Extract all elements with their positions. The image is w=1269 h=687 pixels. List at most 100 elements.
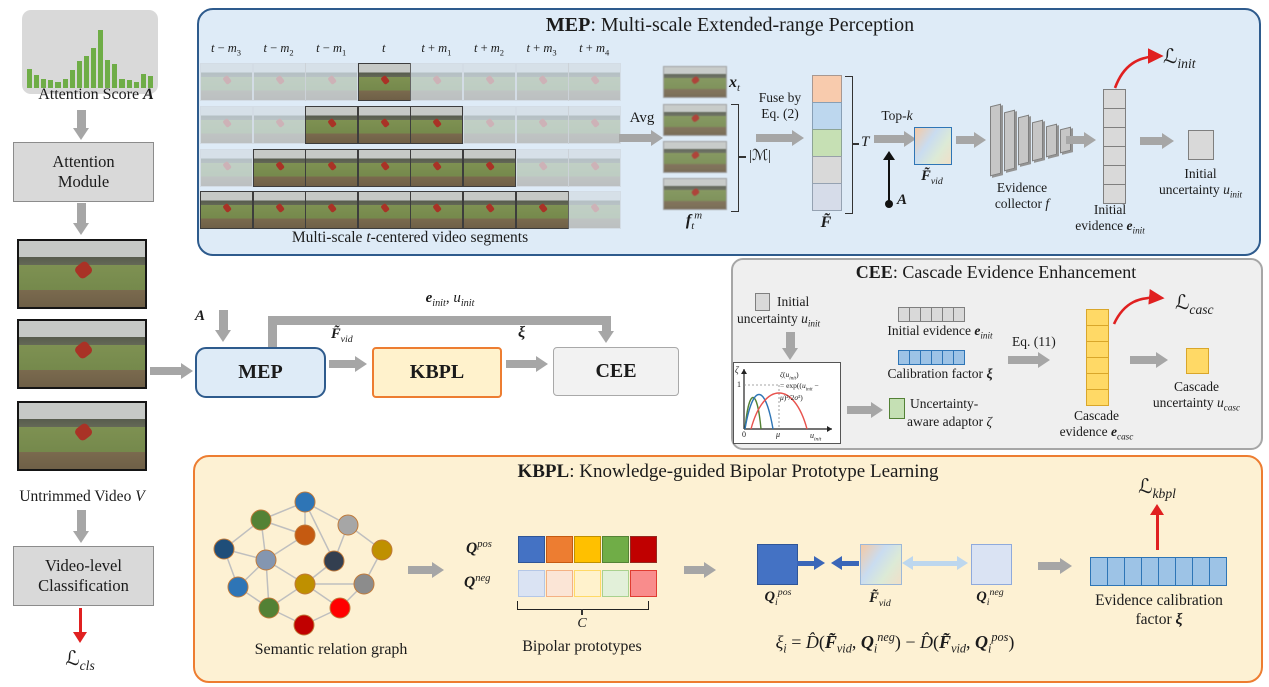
feature-cell — [812, 183, 842, 211]
avg-label: Avg — [629, 110, 655, 126]
segment-frame — [515, 191, 569, 229]
cascade-evidence-line2: evidence ecasc — [1059, 424, 1134, 442]
adaptor-line2: aware adaptor ζ — [907, 414, 992, 429]
graph-node — [337, 514, 359, 536]
segment-frame — [200, 63, 253, 101]
skip-connector-drop — [602, 316, 611, 332]
negative-prototypes-row — [517, 570, 657, 597]
mep-title-bold: MEP — [545, 14, 591, 36]
graph-node — [329, 597, 351, 619]
attention-bar — [147, 76, 153, 88]
plot-mu: μ — [776, 430, 781, 439]
plot-one: 1 — [737, 380, 741, 389]
topk-label: Top-k — [881, 108, 913, 123]
plot-zero: 0 — [742, 430, 746, 439]
A-label-mep: A — [897, 192, 908, 208]
fused-frame — [663, 104, 727, 136]
f-vid-kbpl-square — [860, 544, 902, 585]
e-u-label: einit, uinit — [425, 290, 475, 309]
f-t-m-label: ftm — [685, 209, 703, 233]
arrow-video-to-mep — [150, 363, 193, 379]
stack-cell — [1103, 146, 1126, 166]
graph-node — [227, 576, 249, 598]
init-loss-arrow — [1113, 48, 1164, 89]
arrow-avg — [619, 130, 663, 146]
row-cell — [1192, 557, 1210, 586]
initial-evidence-stack — [1103, 89, 1126, 204]
stack-cell — [1103, 165, 1126, 185]
graph-node — [294, 491, 316, 513]
C-label: C — [577, 616, 587, 631]
row-cell — [1209, 557, 1227, 586]
graph-node — [250, 509, 272, 531]
m-set-bracket — [731, 104, 739, 212]
stack-cell — [1086, 389, 1109, 406]
stack-cell — [1103, 89, 1126, 109]
cee-init-unc-line2: uncertainty uinit — [737, 311, 821, 329]
attention-module-label: Attention Module — [52, 152, 115, 191]
segment-frame — [357, 63, 411, 101]
plot-formula: ζ(uinit) = exp((uinit − μ)²/2σ²) — [780, 370, 819, 402]
segment-frame — [463, 191, 516, 229]
video-classification-box: Video-level Classification — [13, 546, 154, 606]
evidence-collector — [990, 103, 1074, 177]
segment-frame — [357, 106, 411, 144]
f-vid-label: F̃vid — [921, 168, 943, 187]
plot-y-label: ζ — [735, 365, 739, 375]
T-label: T — [861, 134, 870, 150]
graph-node — [258, 597, 280, 619]
attention-score-chart — [22, 10, 158, 94]
graph-node — [371, 539, 393, 561]
row-cell — [953, 350, 965, 365]
graph-node — [293, 614, 315, 636]
row-cell — [1158, 557, 1176, 586]
video-classification-label: Video-level Classification — [38, 556, 129, 595]
l-cls-label: ℒcls — [65, 648, 95, 673]
m-set-tick — [738, 156, 746, 158]
prototype-cell — [518, 570, 545, 597]
attention-bar — [105, 60, 111, 88]
positive-prototypes-row — [517, 536, 657, 563]
fuse-label: Fuse by Eq. (2) — [758, 90, 802, 121]
cls-loss-arrowhead — [73, 632, 87, 643]
prototype-cell — [630, 570, 657, 597]
row-cell — [953, 307, 965, 322]
segment-frame — [410, 149, 464, 187]
calibration-factor-row — [898, 350, 965, 365]
segment-frame — [410, 191, 464, 229]
collector-layer — [1004, 109, 1015, 171]
f-vid-mid-label: F̃vid — [331, 326, 353, 345]
kbpl-mid-box: KBPL — [372, 347, 502, 398]
arrow-to-evidence — [1066, 132, 1096, 148]
stack-cell — [1086, 341, 1109, 358]
segment-label: t − m2 — [263, 41, 294, 58]
q-i-pos-label: Qipos — [764, 587, 792, 608]
attention-module-box: Attention Module — [13, 142, 154, 202]
cee-mid-label: CEE — [595, 360, 637, 382]
mep-mid-box: MEP — [195, 347, 326, 398]
segment-frame — [252, 191, 306, 229]
arrow-unc-to-plot — [776, 332, 804, 360]
A-label-mid: A — [195, 308, 206, 324]
attention-bar — [27, 69, 33, 88]
attention-arrowhead — [883, 151, 895, 160]
attention-bar — [76, 61, 82, 88]
prototype-cell — [602, 570, 629, 597]
feature-cell — [812, 102, 842, 130]
attention-arrow-dot — [885, 200, 893, 208]
fused-frame — [663, 141, 727, 173]
collector-layer — [1018, 114, 1029, 166]
fused-feature-stack — [812, 75, 842, 211]
initial-evidence-row-label: Initial evidence einit — [887, 323, 993, 341]
cascade-evidence-line1: Cascade — [1074, 408, 1119, 423]
f-vid-square — [914, 127, 952, 165]
semantic-relation-graph — [213, 491, 393, 636]
T-tick — [852, 143, 859, 145]
feature-cell — [812, 129, 842, 157]
cascade-unc-line2: uncertainty ucasc — [1152, 395, 1241, 413]
prototype-cell — [518, 536, 545, 563]
prototype-cell — [546, 570, 573, 597]
arrow-prototypes-to-match — [684, 562, 716, 578]
calib-caption-line2: factor ξ — [1135, 611, 1183, 628]
attention-bar — [55, 82, 61, 88]
